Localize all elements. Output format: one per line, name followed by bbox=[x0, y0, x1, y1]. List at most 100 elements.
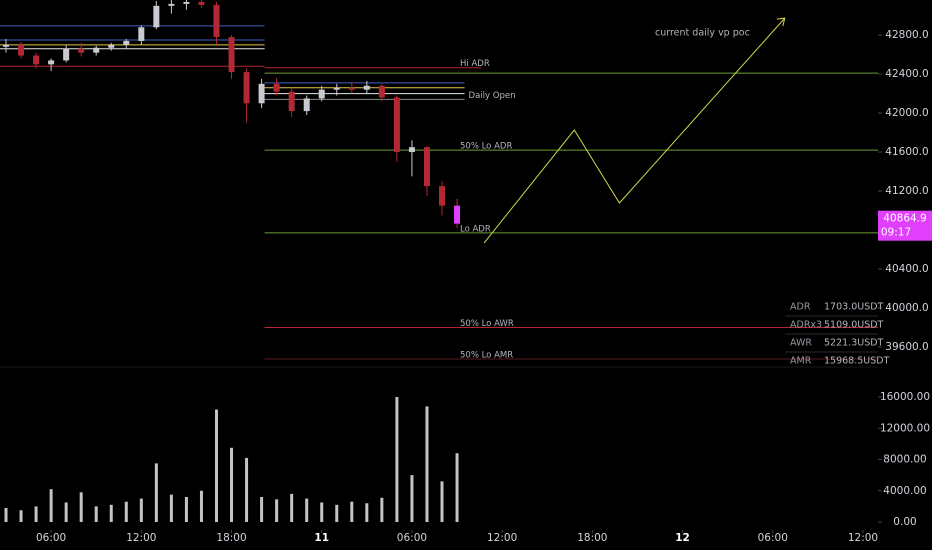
candle-body bbox=[168, 3, 175, 6]
volume-bar bbox=[169, 494, 173, 522]
y-tick-label: 0.00 bbox=[893, 516, 916, 528]
candle-body bbox=[439, 186, 446, 206]
volume-bar bbox=[350, 501, 354, 522]
y-tick-label: 12000.00 bbox=[880, 422, 930, 434]
volume-bar bbox=[109, 504, 113, 522]
level-label: Lo ADR bbox=[460, 224, 491, 234]
y-tick-label: 8000.00 bbox=[883, 454, 926, 466]
candle-body bbox=[333, 87, 340, 90]
volume-bar bbox=[139, 498, 143, 522]
candle-body bbox=[408, 147, 415, 153]
candle-body bbox=[123, 40, 130, 45]
volume-bar bbox=[199, 490, 203, 522]
y-tick-label: 42000.0 bbox=[885, 107, 928, 119]
candle-body bbox=[63, 48, 70, 61]
volume-bar bbox=[34, 506, 38, 522]
candle-body bbox=[228, 37, 235, 73]
candle-body bbox=[454, 205, 461, 224]
x-tick-label: 12:00 bbox=[848, 532, 878, 544]
table-key: ADRx3 bbox=[790, 320, 822, 331]
projection-path bbox=[483, 17, 786, 244]
volume-bar bbox=[184, 497, 188, 522]
candle-body bbox=[348, 87, 355, 90]
x-tick-label: 06:00 bbox=[397, 532, 427, 544]
candle-body bbox=[273, 83, 280, 92]
y-tick-label: 42400.0 bbox=[885, 68, 928, 80]
candle-body bbox=[18, 44, 25, 56]
candle-body bbox=[363, 85, 370, 90]
table-key: AWR bbox=[790, 338, 812, 349]
table-key: AMR bbox=[790, 356, 812, 367]
table-value: 1703.0USDT bbox=[824, 302, 884, 313]
volume-bar bbox=[245, 457, 249, 522]
candle-body bbox=[288, 91, 295, 112]
candle-body bbox=[138, 27, 145, 41]
table-value: 5109.0USDT bbox=[824, 320, 884, 331]
level-label: 50% Lo AWR bbox=[460, 319, 514, 329]
candle-body bbox=[48, 60, 55, 65]
x-tick-label: 06:00 bbox=[758, 532, 788, 544]
candle-body bbox=[153, 5, 160, 28]
candle-body bbox=[3, 44, 10, 47]
candle-body bbox=[183, 1, 190, 4]
x-tick-label: 12:00 bbox=[126, 532, 156, 544]
countdown: 09:17 bbox=[881, 227, 911, 239]
volume-bar bbox=[455, 453, 459, 522]
y-tick-label: 42800.0 bbox=[885, 29, 928, 41]
y-tick-label: 39600.0 bbox=[885, 341, 928, 353]
volume-bar bbox=[230, 447, 234, 522]
x-tick-label: 06:00 bbox=[36, 532, 66, 544]
level-label: Daily Open bbox=[469, 91, 516, 101]
candle-body bbox=[243, 72, 250, 104]
candle-body bbox=[393, 97, 400, 153]
volume-bar bbox=[335, 504, 339, 522]
volume-bar bbox=[79, 492, 83, 522]
last-price: 40864.9 bbox=[883, 213, 926, 225]
y-tick-label: 41600.0 bbox=[885, 146, 928, 158]
volume-bar bbox=[305, 498, 309, 522]
volume-bar bbox=[124, 501, 128, 522]
volume-bar bbox=[380, 497, 384, 522]
candle-body bbox=[78, 48, 85, 53]
candle-body bbox=[378, 85, 385, 98]
candle-body bbox=[33, 55, 40, 65]
volume-bar bbox=[290, 493, 294, 522]
candle-body bbox=[93, 47, 100, 53]
x-tick-label: 18:00 bbox=[577, 532, 607, 544]
arrow-head bbox=[776, 17, 786, 27]
y-tick-label: 40400.0 bbox=[885, 263, 928, 275]
level-label: Hi ADR bbox=[460, 59, 490, 69]
candle-body bbox=[318, 89, 325, 99]
volume-bar bbox=[214, 409, 218, 522]
volume-bar bbox=[64, 502, 68, 522]
volume-bar bbox=[4, 507, 8, 522]
candle-body bbox=[258, 83, 265, 104]
volume-bar bbox=[365, 503, 369, 522]
volume-bar bbox=[19, 510, 23, 522]
table-value: 5221.3USDT bbox=[824, 338, 884, 349]
volume-bar bbox=[440, 481, 444, 522]
y-tick-label: 16000.00 bbox=[880, 391, 930, 403]
level-label: 50% Lo ADR bbox=[460, 142, 512, 152]
volume-bar bbox=[154, 463, 158, 522]
volume-bar bbox=[94, 506, 98, 522]
candle-body bbox=[423, 147, 430, 187]
x-tick-label: 12 bbox=[675, 532, 690, 544]
table-value: 15968.5USDT bbox=[824, 356, 890, 367]
y-tick-label: 41200.0 bbox=[885, 185, 928, 197]
candle-body bbox=[303, 98, 310, 112]
table-key: ADR bbox=[790, 302, 811, 313]
volume-bar bbox=[320, 502, 324, 522]
volume-bar bbox=[275, 499, 279, 522]
candle-body bbox=[213, 4, 220, 38]
annotation: current daily vp poc bbox=[655, 28, 750, 39]
x-tick-label: 12:00 bbox=[487, 532, 517, 544]
x-tick-label: 11 bbox=[314, 532, 329, 544]
candle-body bbox=[108, 44, 115, 48]
volume-bar bbox=[395, 397, 399, 522]
volume-bar bbox=[260, 497, 264, 522]
x-tick-label: 18:00 bbox=[216, 532, 246, 544]
